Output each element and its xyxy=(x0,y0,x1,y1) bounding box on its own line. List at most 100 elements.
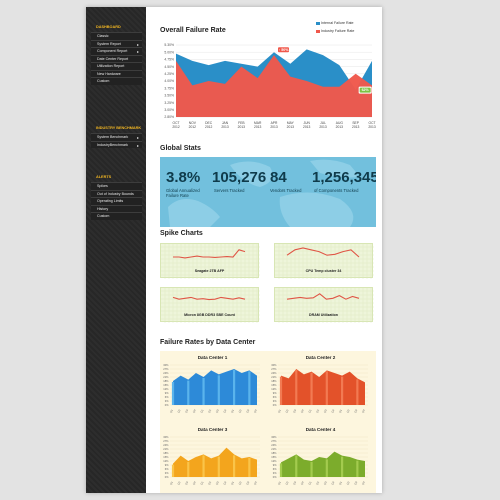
y-tick-label: 15% xyxy=(163,455,169,459)
sidebar-item[interactable]: IndustryBenchmark ▸ xyxy=(91,140,142,148)
y-tick-label: 0% xyxy=(273,403,277,407)
sidebar-item-label: Utilization Report xyxy=(97,64,125,68)
sidebar-item[interactable]: Component Report ▸ xyxy=(91,47,142,55)
x-tick-label: Q2 xyxy=(237,408,242,413)
y-tick-label: 9% xyxy=(165,391,169,395)
stat-label: Global Annualized Failure Rate xyxy=(166,188,200,198)
legend-internal: Internal Failure Rate xyxy=(316,21,354,25)
x-tick-label: Q3 xyxy=(292,408,297,413)
x-tick-label: Q3 xyxy=(214,408,219,413)
sidebar-item[interactable]: Operating Limits xyxy=(91,197,142,205)
y-tick-label: 15% xyxy=(271,455,277,459)
callout-text: 62% xyxy=(362,88,370,92)
sidebar-section-title: ALERTS xyxy=(96,175,112,179)
x-tick-label: SEP xyxy=(352,121,359,125)
y-tick-label: 24% xyxy=(271,443,277,447)
spike-card-label: CPU Temp cluster 34 xyxy=(305,269,342,273)
data-center-title: Failure Rates by Data Center xyxy=(160,339,256,346)
sidebar-item[interactable]: New Hardware xyxy=(91,69,142,77)
y-tick-label: 6% xyxy=(165,395,169,399)
sidebar-item[interactable]: Spikes xyxy=(91,182,142,190)
spike-card[interactable]: CPU Temp cluster 34 xyxy=(274,243,374,279)
x-tick-label: FEB xyxy=(238,121,245,125)
sidebar-section-title: INDUSTRY BENCHMARK xyxy=(96,126,142,130)
stat-value: 3.8% xyxy=(166,169,201,186)
y-tick-label: 4.25% xyxy=(164,72,174,76)
spike-line xyxy=(286,293,360,300)
x-tick-label: Q2 xyxy=(176,408,181,413)
chevron-right-icon: ▸ xyxy=(136,135,139,140)
sidebar-item[interactable]: History xyxy=(91,204,142,212)
x-tick-label: Q3 xyxy=(245,408,250,413)
sidebar-item[interactable]: Out of Industry Bounds xyxy=(91,189,142,197)
data-center-name: Data Center 4 xyxy=(305,427,336,432)
global-stats-banner: 3.8% Global Annualized Failure Rate 105,… xyxy=(160,157,376,227)
stat-value: 84 xyxy=(270,169,287,186)
y-tick-label: 18% xyxy=(163,451,169,455)
x-tick-label: Q3 xyxy=(322,480,327,485)
x-tick-label: Q2 xyxy=(237,480,242,485)
x-tick-label: Q3 xyxy=(292,480,297,485)
sidebar-item-label: Custom xyxy=(97,214,110,218)
x-tick-label: 2013 xyxy=(352,125,360,129)
sidebar-item[interactable]: Custom xyxy=(91,77,142,85)
x-tick-label: OCT xyxy=(369,121,376,125)
sidebar-section-alerts: ALERTS Spikes Out of Industry Bounds Opera… xyxy=(91,173,142,220)
x-tick-label: Q2 xyxy=(207,480,212,485)
x-tick-label: 2013 xyxy=(254,125,262,129)
x-tick-label: MAY xyxy=(287,121,295,125)
sidebar-item[interactable]: Custom xyxy=(91,212,142,220)
y-tick-label: 24% xyxy=(163,443,169,447)
x-tick-label: OCT xyxy=(173,121,180,125)
sidebar-item[interactable]: Classic xyxy=(91,32,142,40)
x-tick-label: Q4 xyxy=(192,408,197,413)
main-content: Overall Failure Rate Internal Failure Ra… xyxy=(146,7,382,493)
spike-card[interactable]: Seagate 2TB AFP xyxy=(160,243,260,279)
dc-area xyxy=(281,369,365,405)
y-tick-label: 12% xyxy=(163,387,169,391)
data-center-name: Data Center 1 xyxy=(197,355,228,360)
x-tick-label: 2013 xyxy=(368,125,376,129)
data-center-name: Data Center 2 xyxy=(305,355,336,360)
sidebar-item[interactable]: Utilization Report xyxy=(91,62,142,70)
x-tick-label: 2013 xyxy=(270,125,278,129)
y-tick-label: 21% xyxy=(163,375,169,379)
y-tick-label: 0% xyxy=(273,475,277,479)
x-tick-label: Q4 xyxy=(300,408,305,413)
sidebar-item[interactable]: Date Center Report xyxy=(91,54,142,62)
y-tick-label: 27% xyxy=(163,439,169,443)
data-center-chart: Data Center 1 30% 27% 24% 21% 18% 15% 12% 9% 6% 3… xyxy=(160,351,265,421)
sidebar-section-industry-benchmark: INDUSTRY BENCHMARK System Benchmark ▸ Indu… xyxy=(91,124,142,148)
legend-label: Industry Failure Rate xyxy=(321,29,355,33)
y-tick-label: 3% xyxy=(273,471,277,475)
data-center-chart: Data Center 3 30% 27% 24% 21% 18% 15% 12% 9% 6% 3… xyxy=(160,423,265,493)
x-tick-label: Q3 xyxy=(184,408,189,413)
y-tick-label: 0% xyxy=(165,403,169,407)
x-tick-label: APR xyxy=(271,121,278,125)
x-tick-label: Q3 xyxy=(353,408,358,413)
spike-card[interactable]: Micron 8GB DDR3 SBE Count xyxy=(160,287,260,323)
x-tick-label: Q1 xyxy=(307,408,312,413)
x-tick-label: Q3 xyxy=(184,480,189,485)
x-tick-label: 2013 xyxy=(303,125,311,129)
y-tick-label: 3.50% xyxy=(164,94,174,98)
y-tick-label: 3% xyxy=(273,399,277,403)
sidebar-section-title: DASHBOARD xyxy=(96,25,121,29)
sidebar-item-label: Date Center Report xyxy=(97,56,129,61)
y-tick-label: 24% xyxy=(271,371,277,375)
spike-card[interactable]: DRAM Utilization xyxy=(274,287,374,323)
y-tick-label: 9% xyxy=(165,463,169,467)
y-tick-label: 15% xyxy=(163,383,169,387)
sidebar-item[interactable]: System Report ▸ xyxy=(91,39,142,47)
stat-label-line: Global Annualized xyxy=(166,188,200,193)
x-tick-label: Q1 xyxy=(277,408,282,413)
y-tick-label: 18% xyxy=(163,379,169,383)
x-tick-label: 2012 xyxy=(172,125,180,129)
y-tick-label: 12% xyxy=(271,459,277,463)
chevron-right-icon: ▸ xyxy=(136,49,139,54)
sidebar-item[interactable]: System Benchmark ▸ xyxy=(91,133,142,141)
x-tick-label: Q3 xyxy=(322,408,327,413)
stat-label-line: Failure Rate xyxy=(166,193,189,198)
y-tick-label: 30% xyxy=(163,363,169,367)
callout-text: ↑ 50% xyxy=(279,48,290,52)
